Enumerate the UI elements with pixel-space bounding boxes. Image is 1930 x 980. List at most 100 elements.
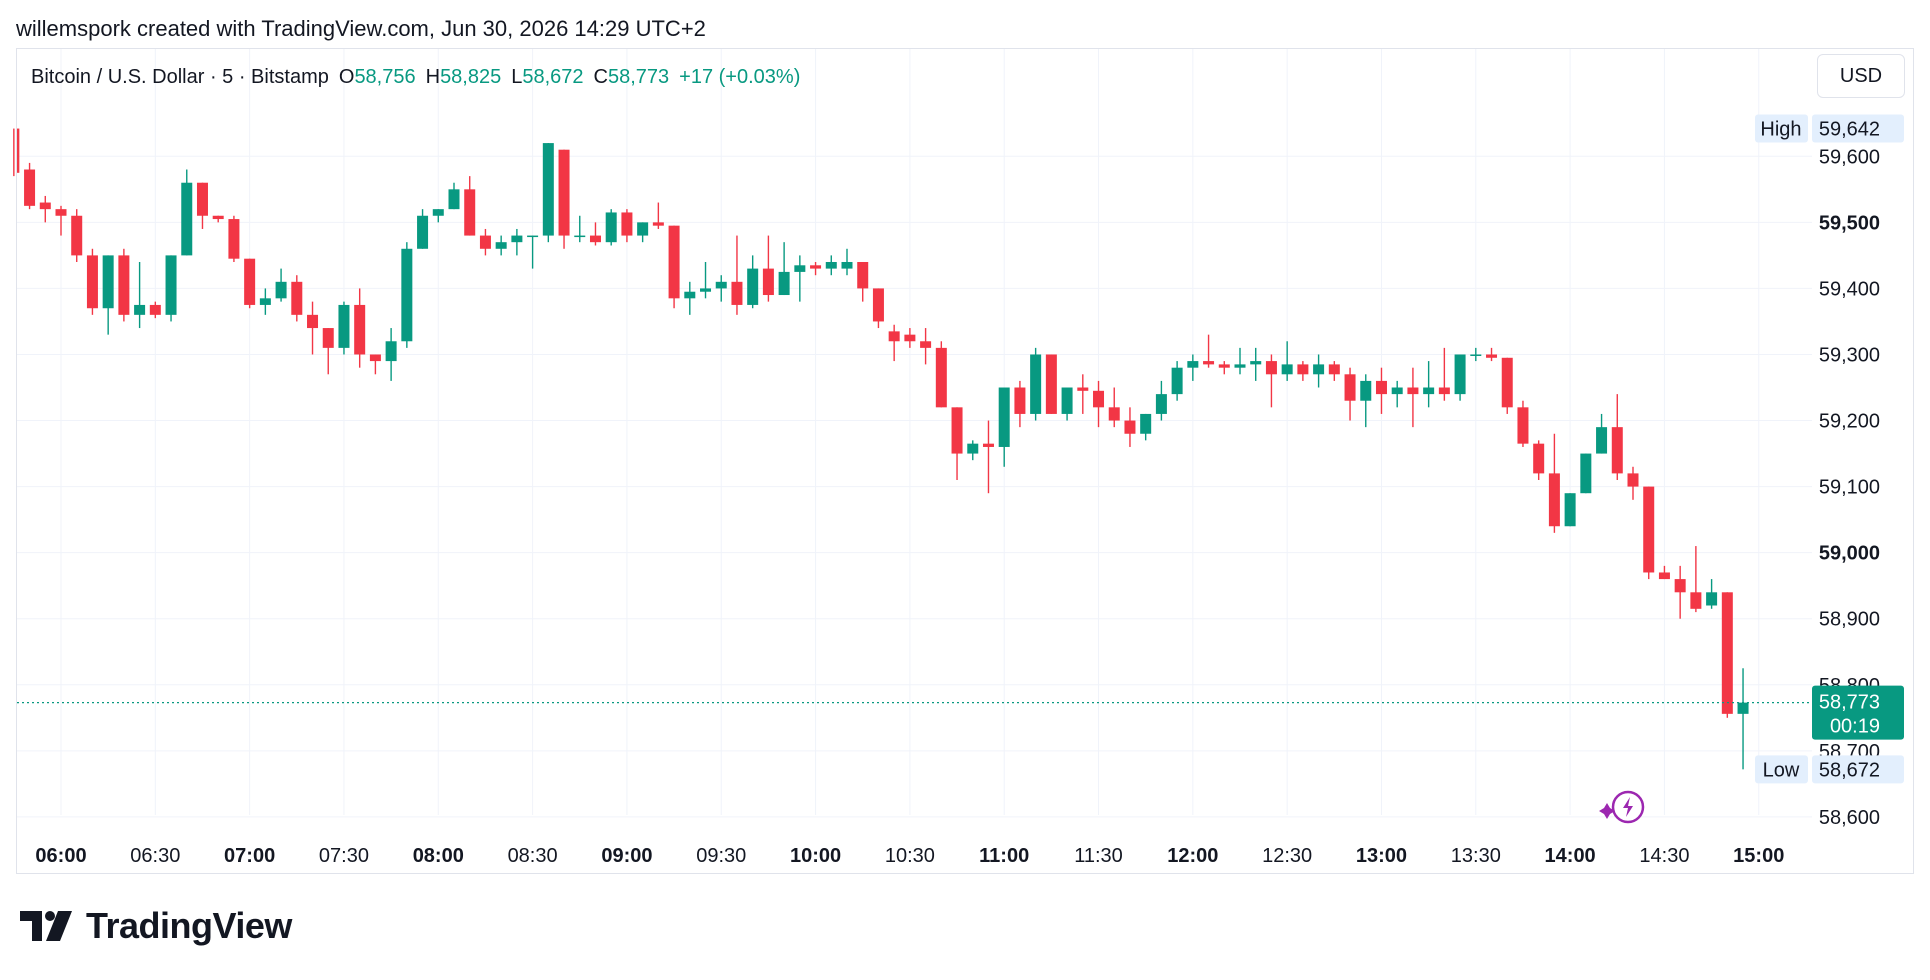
candle-body xyxy=(1564,493,1576,527)
x-tick-label: 13:00 xyxy=(1356,845,1407,867)
close-label: C xyxy=(593,66,608,88)
candle-body xyxy=(1391,387,1403,395)
candle-body xyxy=(967,443,979,454)
candle xyxy=(1706,579,1718,609)
candle xyxy=(1658,565,1670,580)
candle-body xyxy=(762,268,774,296)
candle-body xyxy=(731,281,743,305)
candle xyxy=(228,215,240,262)
candle xyxy=(165,255,177,322)
candle-body xyxy=(118,255,130,315)
candle xyxy=(134,261,146,329)
candle-body xyxy=(684,291,696,299)
candle-body xyxy=(1077,387,1089,391)
candle-body xyxy=(1030,354,1042,414)
candle-body xyxy=(401,248,413,342)
candle xyxy=(1375,367,1387,414)
currency-button[interactable]: USD xyxy=(1817,54,1905,98)
candle xyxy=(872,288,884,329)
candle-body xyxy=(920,341,932,348)
close-value: 58,773 xyxy=(607,66,670,88)
symbol-label[interactable]: Bitcoin / U.S. Dollar · 5 · Bitstamp xyxy=(31,66,329,88)
candle-body xyxy=(495,242,507,249)
candle xyxy=(668,225,680,309)
candle xyxy=(55,205,67,236)
candle-body xyxy=(935,347,947,408)
candle xyxy=(1596,413,1608,454)
candle xyxy=(1454,354,1466,401)
x-tick-label: 06:00 xyxy=(35,845,86,867)
candle xyxy=(527,235,539,269)
x-tick-label: 09:30 xyxy=(696,845,746,867)
high-marker-label: High xyxy=(1760,119,1801,141)
low-marker-value: 58,672 xyxy=(1819,759,1880,781)
candle xyxy=(71,209,83,262)
low-value: 58,672 xyxy=(522,66,584,88)
low-marker-label: Low xyxy=(1763,759,1800,781)
change-value: +17 (+0.03%) xyxy=(679,66,801,88)
candle xyxy=(794,255,806,302)
candle-body xyxy=(1093,390,1105,408)
chart-grid xyxy=(17,49,1812,818)
candle xyxy=(1297,361,1309,381)
candle xyxy=(684,281,696,315)
candle-body xyxy=(1501,357,1513,408)
candles xyxy=(13,128,1749,770)
candle-body xyxy=(888,331,900,342)
candle xyxy=(1643,486,1655,580)
candle-body xyxy=(558,149,570,236)
candle-body xyxy=(1470,354,1482,356)
candle-body xyxy=(417,215,429,249)
candle-body xyxy=(511,235,523,243)
x-tick-label: 11:30 xyxy=(1074,845,1123,867)
chart-pane[interactable] xyxy=(16,48,1914,874)
candle xyxy=(920,328,932,365)
candle xyxy=(1737,668,1749,770)
x-tick-label: 11:00 xyxy=(979,845,1029,867)
candle-body xyxy=(479,235,491,249)
candle-body xyxy=(1454,354,1466,395)
candle-body xyxy=(668,225,680,299)
candle xyxy=(417,209,429,249)
candle xyxy=(1077,374,1089,414)
candle xyxy=(307,301,319,355)
x-tick-label: 09:00 xyxy=(601,845,652,867)
candle-body xyxy=(244,258,256,305)
x-tick-label: 13:30 xyxy=(1451,845,1501,867)
candle-body xyxy=(700,288,712,292)
candle-body xyxy=(86,255,98,309)
y-tick-label: 58,900 xyxy=(1819,609,1880,631)
candle xyxy=(1030,347,1042,421)
event-marker-icon[interactable] xyxy=(1599,790,1645,824)
candle-body xyxy=(1611,427,1623,474)
candle-body xyxy=(1706,592,1718,606)
candle-body xyxy=(1360,380,1372,401)
candle-body xyxy=(778,271,790,296)
high-marker-value: 59,642 xyxy=(1819,119,1880,141)
candle xyxy=(479,228,491,256)
candle xyxy=(1611,394,1623,480)
candle-body xyxy=(464,189,476,236)
countdown-value: 00:19 xyxy=(1830,716,1880,738)
candle-body xyxy=(904,334,916,342)
candle xyxy=(385,328,397,381)
x-tick-label: 12:30 xyxy=(1262,845,1312,867)
candle xyxy=(857,261,869,302)
candle-body xyxy=(39,202,51,210)
candle xyxy=(605,209,617,246)
candle xyxy=(1486,347,1498,362)
candle xyxy=(1533,440,1545,480)
candle xyxy=(432,209,444,223)
candle xyxy=(810,261,822,276)
candle xyxy=(1580,453,1592,494)
candle xyxy=(291,275,303,322)
candle xyxy=(338,301,350,355)
candle xyxy=(1548,433,1560,533)
candle xyxy=(951,407,963,480)
candle-body xyxy=(1533,443,1545,474)
candle xyxy=(1564,493,1576,527)
candle xyxy=(1721,592,1733,718)
open-value: 58,756 xyxy=(354,66,416,88)
